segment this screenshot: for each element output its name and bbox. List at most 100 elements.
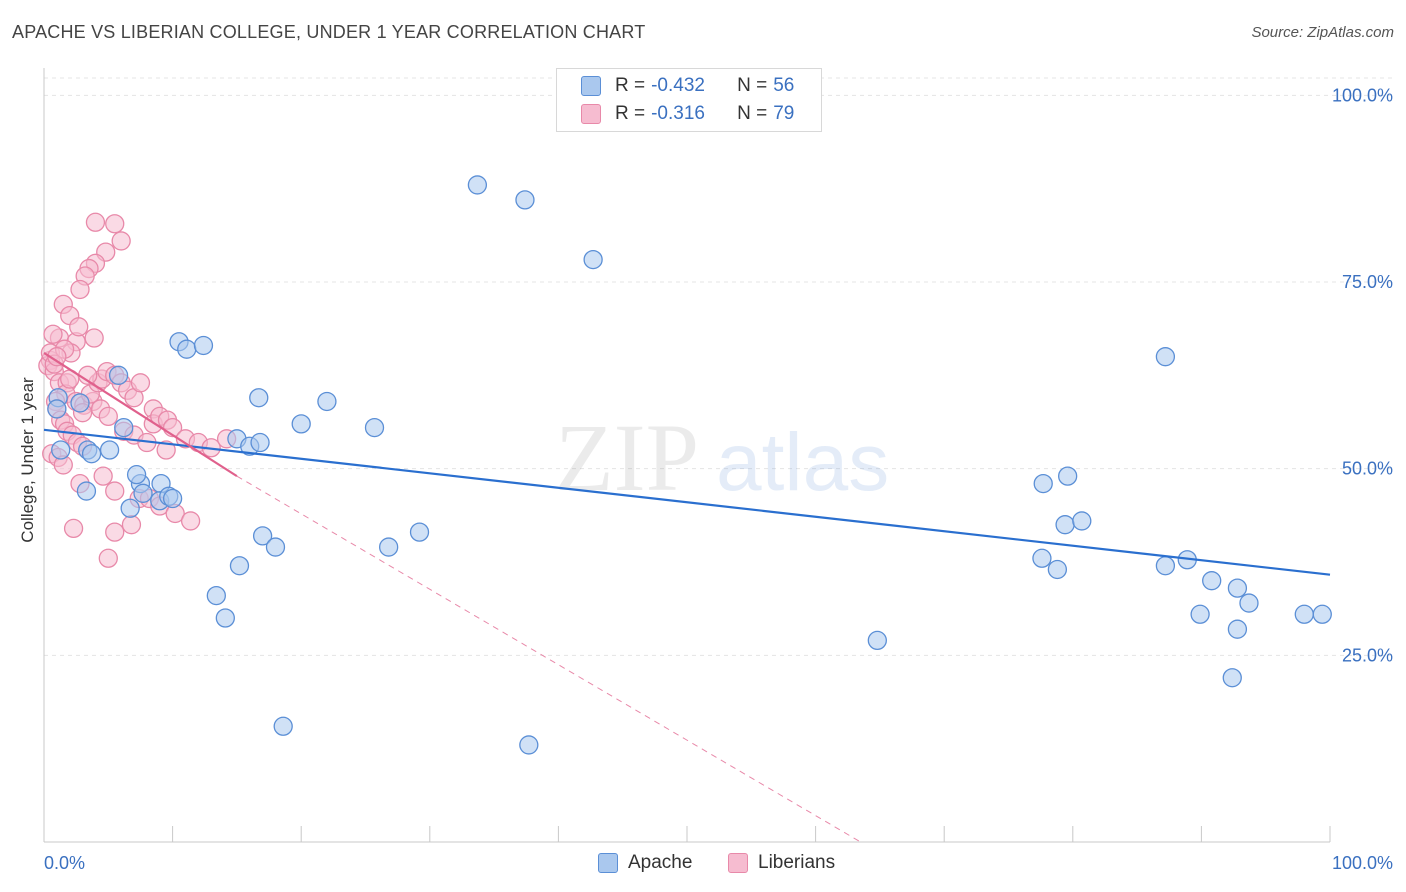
legend-n-label: N = (737, 103, 768, 124)
legend-n-value-apache: 56 (773, 75, 795, 96)
apache-point (1294, 604, 1314, 624)
apache-point (70, 393, 90, 413)
y-tick-label: 100.0% (1332, 85, 1393, 105)
apache-point (133, 483, 153, 503)
liberian-point (63, 518, 84, 539)
liberian-point (85, 212, 106, 232)
chart-source: Source: ZipAtlas.com (1251, 24, 1394, 41)
apache-point (229, 556, 250, 576)
apache-point (273, 716, 293, 736)
legend-r-label: R = (615, 103, 646, 124)
apache-point (120, 498, 140, 518)
apache-point (250, 432, 270, 453)
apache-point (108, 365, 129, 385)
series-label-liberians: Liberians (758, 852, 836, 873)
legend-r-value-apache: -0.432 (651, 75, 705, 96)
apache-point (206, 585, 226, 606)
apache-point (76, 481, 97, 501)
series-legend-liberians: Liberians (728, 852, 835, 874)
apache-point (126, 464, 147, 485)
apache-point (1222, 668, 1242, 688)
liberian-point (93, 466, 113, 486)
apache-point (114, 417, 134, 438)
watermark: ZIP atlas (555, 404, 889, 511)
apache-point (249, 388, 269, 408)
apache-point (867, 630, 887, 651)
legend-n-label: N = (737, 75, 768, 96)
y-tick-label: 75.0% (1342, 272, 1393, 292)
apache-point (1033, 473, 1053, 494)
series-swatch-liberians (728, 853, 748, 873)
liberian-trend-line (43, 352, 238, 478)
legend-n-value-liberian: 79 (773, 103, 795, 124)
liberian-point (105, 214, 125, 234)
apache-point (1239, 593, 1259, 613)
apache-point (1312, 604, 1332, 624)
apache-point (467, 175, 488, 195)
axis-layer: 100.0% 75.0% 50.0% 25.0% 0.0% 100.0% (43, 68, 1393, 873)
legend-row-apache: R = -0.432 N = 56 (581, 73, 794, 99)
liberian-point (43, 324, 63, 344)
legend-swatch-liberian (581, 104, 601, 124)
series-label-apache: Apache (628, 852, 693, 873)
liberian-point (98, 406, 118, 427)
liberian-trend-extension (236, 475, 861, 843)
apache-point (1058, 466, 1078, 486)
apache-point (162, 488, 183, 509)
liberian-point (98, 548, 118, 568)
apache-point (1047, 559, 1068, 580)
liberian-point (180, 511, 201, 531)
apache-point (1202, 571, 1222, 591)
liberian-point (121, 515, 142, 535)
liberian-point (69, 317, 89, 337)
apache-point (317, 391, 337, 412)
chart-title: APACHE VS LIBERIAN COLLEGE, UNDER 1 YEAR… (12, 22, 646, 42)
apache-point (409, 522, 430, 542)
apache-point (47, 399, 67, 419)
apache-point (81, 444, 102, 464)
apache-point (252, 526, 273, 546)
apache-points (47, 175, 1332, 755)
legend-r-label: R = (615, 75, 646, 96)
y-axis-label: College, Under 1 year (18, 377, 37, 543)
apache-point (265, 537, 286, 557)
legend-swatch-apache (581, 76, 601, 96)
liberian-point (130, 373, 151, 393)
apache-trend-line (43, 428, 1331, 576)
liberian-point (156, 440, 176, 460)
apache-point (1227, 619, 1248, 639)
series-swatch-apache (598, 853, 618, 873)
y-tick-label: 50.0% (1342, 459, 1393, 479)
series-legend-apache: Apache (598, 852, 692, 874)
apache-point (1190, 604, 1210, 624)
apache-point (1155, 347, 1176, 367)
liberian-point (105, 481, 125, 501)
legend-r-value-liberian: -0.316 (651, 103, 705, 124)
apache-point (519, 735, 539, 755)
watermark-zip: ZIP (555, 404, 699, 511)
apache-point (291, 414, 311, 434)
apache-point (193, 335, 214, 356)
correlation-legend: R = -0.432 N = 56 R = -0.316 N = 79 (556, 68, 822, 132)
x-tick-label-min: 0.0% (44, 853, 85, 873)
apache-point (1055, 515, 1075, 535)
apache-point (51, 440, 71, 460)
apache-point (583, 249, 603, 270)
legend-row-liberian: R = -0.316 N = 79 (581, 101, 794, 127)
apache-point (1032, 548, 1052, 568)
apache-point (177, 339, 197, 359)
apache-point (515, 190, 535, 210)
liberian-point (84, 328, 104, 348)
x-tick-label-max: 100.0% (1332, 853, 1393, 873)
apache-point (378, 537, 399, 557)
y-tick-label: 25.0% (1342, 645, 1393, 665)
trend-lines (43, 352, 1331, 843)
liberian-point (111, 231, 131, 251)
apache-point (1072, 511, 1092, 531)
watermark-atlas: atlas (716, 417, 889, 508)
liberian-point (105, 522, 125, 542)
apache-point (364, 417, 385, 438)
apache-point (1227, 578, 1248, 598)
liberian-point (70, 279, 90, 300)
